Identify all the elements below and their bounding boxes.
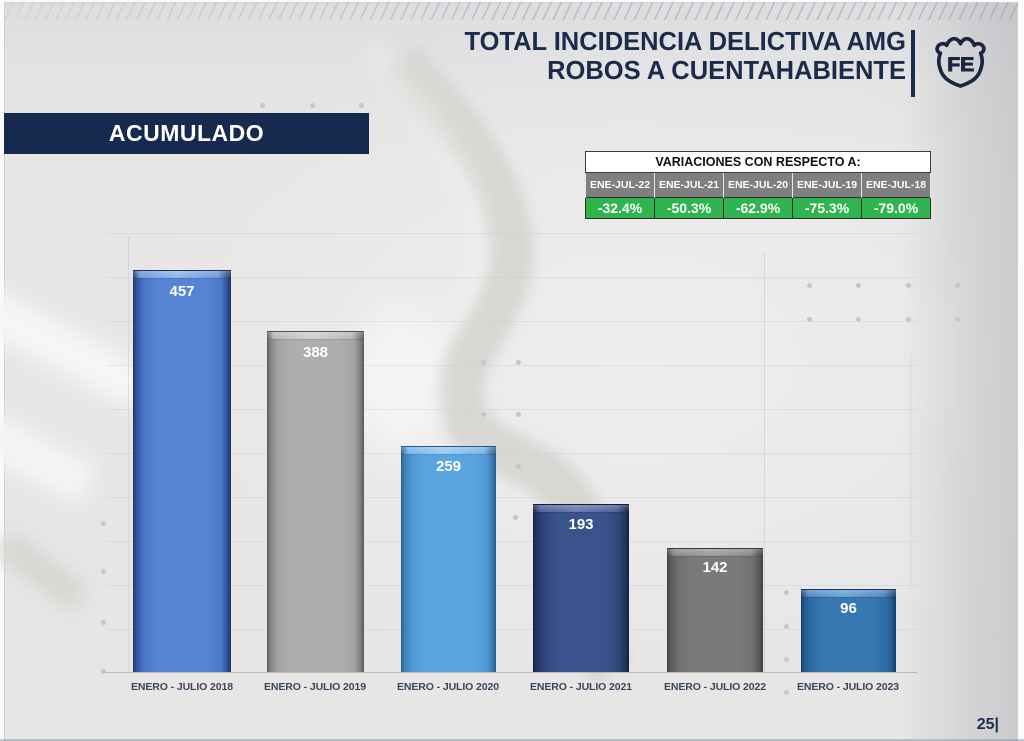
svg-text:FE: FE <box>947 54 974 76</box>
